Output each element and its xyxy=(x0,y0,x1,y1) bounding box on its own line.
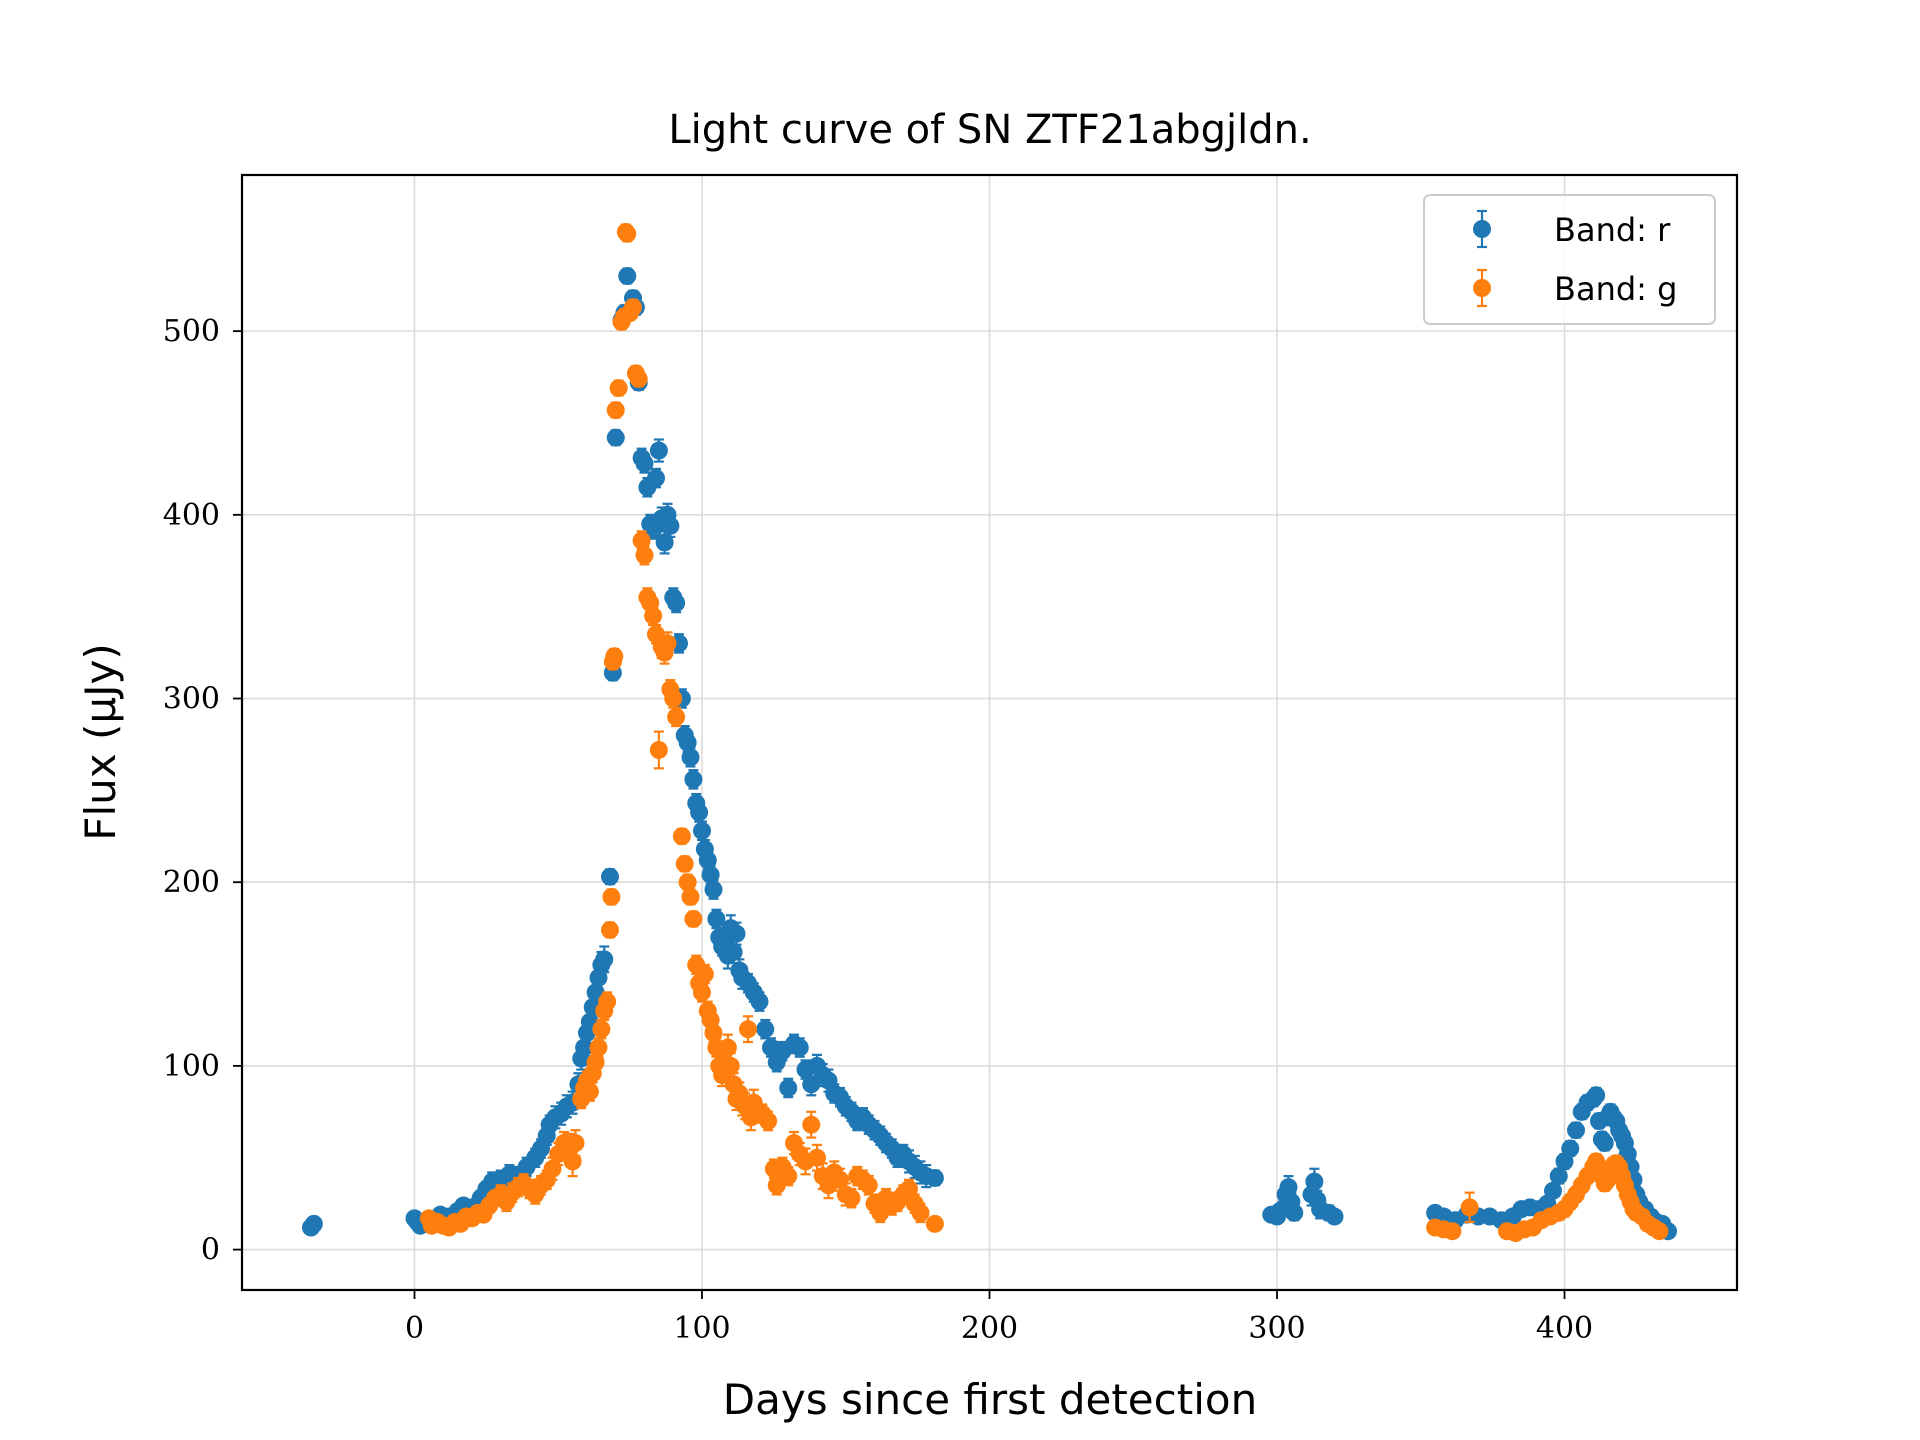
data-point xyxy=(739,1020,757,1039)
data-point xyxy=(724,943,743,962)
data-point xyxy=(750,992,769,1011)
data-point xyxy=(629,369,648,388)
data-point xyxy=(1549,1167,1568,1186)
data-point xyxy=(580,1082,599,1101)
x-tick-label: 100 xyxy=(673,1311,730,1346)
data-point xyxy=(1325,1207,1344,1226)
data-point xyxy=(606,401,625,420)
data-point xyxy=(681,887,700,906)
data-point xyxy=(672,827,691,846)
legend-item-0: Band: r xyxy=(1473,209,1671,249)
data-point xyxy=(684,770,703,789)
data-point xyxy=(1587,1086,1606,1105)
data-point xyxy=(693,821,711,840)
data-point xyxy=(704,880,723,899)
data-point xyxy=(911,1203,930,1222)
data-point xyxy=(1460,1198,1479,1217)
data-point xyxy=(727,924,746,943)
series-1 xyxy=(419,222,1669,1243)
data-point xyxy=(756,1020,775,1039)
data-point xyxy=(664,689,683,708)
data-point xyxy=(721,1056,740,1075)
y-tick-label: 400 xyxy=(163,498,220,533)
data-point xyxy=(649,441,668,460)
data-point xyxy=(647,469,665,488)
data-point xyxy=(695,965,714,984)
data-point xyxy=(592,1020,611,1039)
y-axis-ticks: 0 100 200 300 400 500 xyxy=(163,314,242,1268)
data-point xyxy=(1567,1121,1585,1140)
data-point xyxy=(1595,1134,1614,1153)
data-series xyxy=(302,222,1677,1243)
data-point xyxy=(618,267,637,286)
data-point xyxy=(624,298,642,317)
data-point xyxy=(690,803,709,822)
y-tick-label: 500 xyxy=(163,314,220,349)
data-point xyxy=(658,634,677,653)
data-point xyxy=(644,606,663,625)
data-point xyxy=(925,1168,944,1187)
x-axis-label: Days since first detection xyxy=(723,1375,1257,1424)
data-point xyxy=(684,909,703,928)
data-point xyxy=(790,1038,809,1057)
x-axis-ticks: 0 100 200 300 400 xyxy=(405,1290,1593,1346)
data-point xyxy=(304,1214,323,1233)
data-point xyxy=(1305,1172,1324,1191)
data-point xyxy=(693,983,711,1002)
data-point xyxy=(675,854,694,873)
y-tick-label: 0 xyxy=(201,1233,220,1268)
data-point xyxy=(635,454,654,473)
y-tick-label: 300 xyxy=(163,682,220,717)
data-point xyxy=(759,1112,778,1131)
grid-lines xyxy=(242,175,1737,1290)
data-point xyxy=(649,740,668,759)
series-0 xyxy=(302,267,1677,1241)
data-point xyxy=(667,593,686,612)
data-point xyxy=(635,546,654,565)
data-point xyxy=(681,748,700,767)
y-axis-label: Flux (μJy) xyxy=(76,643,125,840)
data-point xyxy=(601,920,619,939)
data-point xyxy=(609,379,628,398)
data-point xyxy=(925,1214,944,1233)
data-point xyxy=(601,867,619,886)
data-point xyxy=(589,1038,608,1057)
data-point xyxy=(595,950,614,969)
data-point xyxy=(1544,1181,1562,1200)
data-point xyxy=(618,224,637,243)
x-tick-label: 200 xyxy=(961,1311,1018,1346)
y-tick-label: 100 xyxy=(163,1049,220,1084)
data-point xyxy=(605,647,624,666)
legend-label: Band: r xyxy=(1554,211,1671,249)
data-point xyxy=(802,1115,821,1134)
data-point xyxy=(779,1167,798,1186)
legend-box xyxy=(1423,194,1716,325)
legend-marker xyxy=(1473,220,1491,238)
legend-item-1: Band: g xyxy=(1473,268,1677,308)
data-point xyxy=(598,992,617,1011)
legend: Band: r Band: g xyxy=(1423,194,1716,325)
data-point xyxy=(779,1078,798,1097)
data-point xyxy=(661,516,680,535)
x-tick-label: 300 xyxy=(1248,1311,1305,1346)
data-point xyxy=(1285,1203,1304,1222)
x-tick-label: 0 xyxy=(405,1311,424,1346)
data-point xyxy=(1650,1222,1669,1241)
data-point xyxy=(566,1134,585,1153)
data-point xyxy=(842,1189,861,1208)
chart-title: Light curve of SN ZTF21abgjldn. xyxy=(668,107,1311,153)
data-point xyxy=(678,873,697,892)
data-point xyxy=(1561,1139,1580,1158)
legend-label: Band: g xyxy=(1554,270,1677,308)
x-tick-label: 400 xyxy=(1536,1311,1593,1346)
data-point xyxy=(667,707,686,726)
y-tick-label: 200 xyxy=(163,865,220,900)
legend-marker xyxy=(1473,279,1491,297)
data-point xyxy=(602,887,621,906)
data-point xyxy=(606,428,625,447)
data-point xyxy=(859,1176,878,1195)
data-point xyxy=(1443,1222,1462,1241)
